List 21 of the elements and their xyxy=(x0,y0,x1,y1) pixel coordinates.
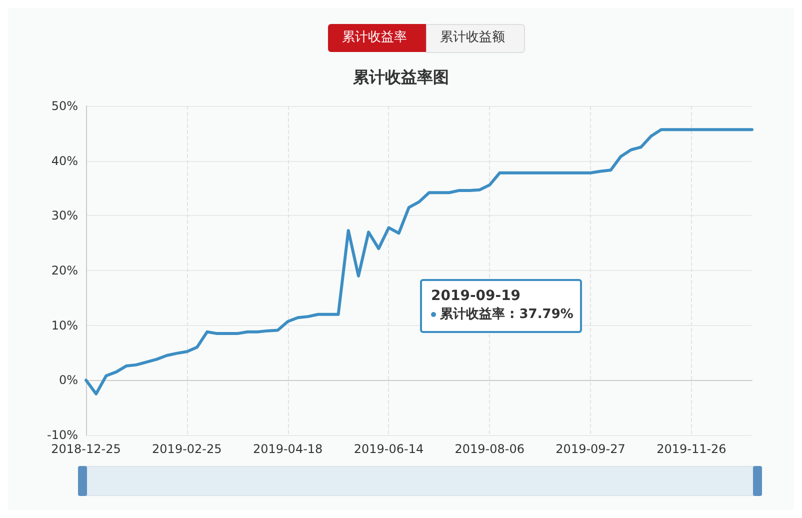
chart-title: 累计收益率图 xyxy=(352,68,449,86)
x-tick-label: 2018-12-25 xyxy=(51,442,121,456)
x-tick-label: 2019-02-25 xyxy=(152,442,222,456)
x-tick-label: 2019-06-14 xyxy=(354,442,424,456)
y-tick-label: 50% xyxy=(51,99,78,113)
text: 累计收益额 xyxy=(440,30,505,45)
y-tick-label: 20% xyxy=(51,264,78,278)
y-tick-label: 0% xyxy=(58,373,78,388)
x-tick-label: 2019-04-18 xyxy=(252,442,323,456)
x-tick-label: 2019-08-06 xyxy=(454,442,525,456)
tooltip-box: 2019-09-19 累计收益率 : 37.79% xyxy=(420,279,582,333)
y-tick-label: 40% xyxy=(51,154,78,168)
annotation: 2019-09-19 xyxy=(431,287,522,305)
x-tick-label: 2019-09-27 xyxy=(556,442,626,456)
line-series xyxy=(84,128,754,396)
y-tick-label: -10% xyxy=(46,428,78,442)
y-tick-label: 10% xyxy=(51,318,78,332)
x-tick-label: 2019-11-26 xyxy=(656,442,726,456)
annotation: 累计收益率 : 37.79% xyxy=(439,306,574,324)
text: 累计收益率 xyxy=(342,29,407,45)
y-tick-label: 30% xyxy=(51,208,78,223)
